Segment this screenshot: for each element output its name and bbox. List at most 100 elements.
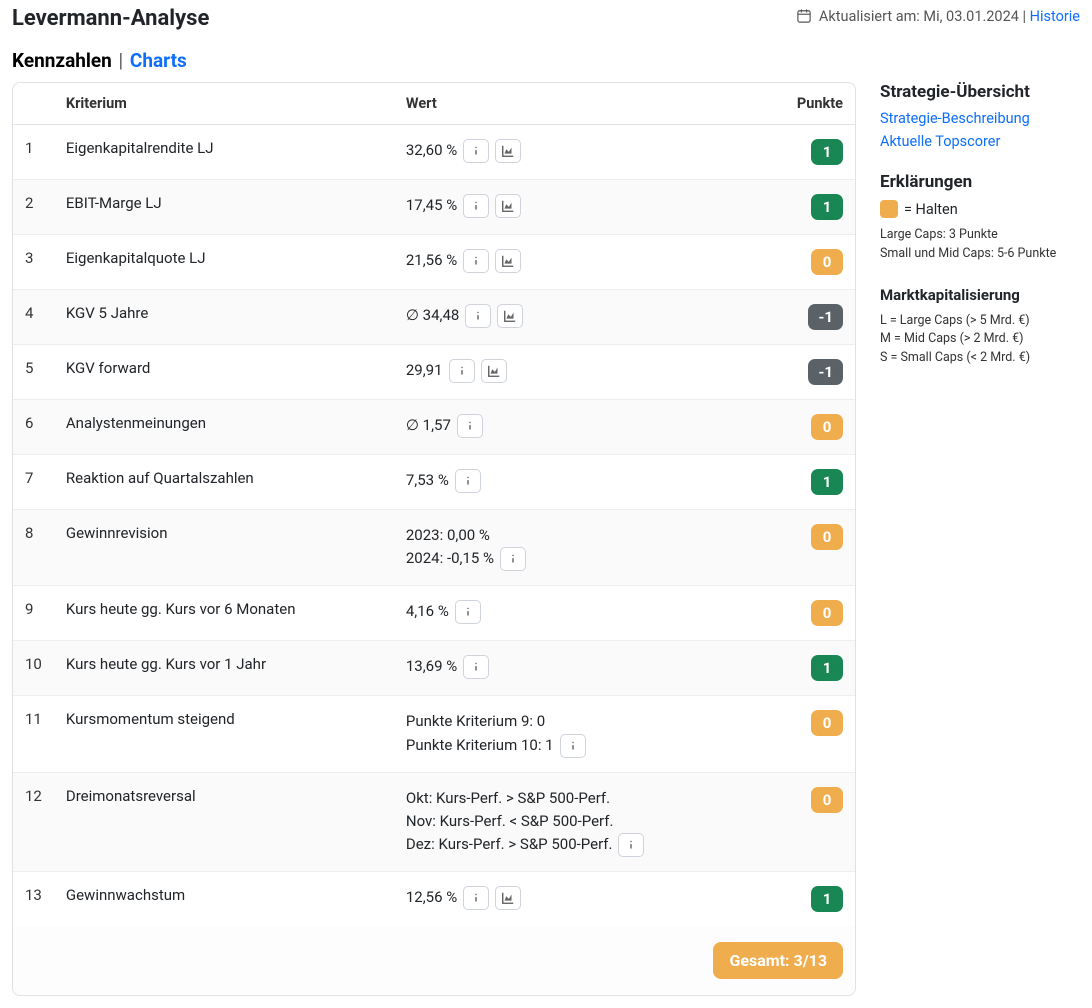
info-icon[interactable]: [463, 194, 489, 218]
hold-label: = Halten: [904, 201, 958, 218]
updated-bar: Aktualisiert am: Mi, 03.01.2024 | Histor…: [797, 8, 1080, 27]
row-value: 4,16 %: [394, 586, 775, 641]
info-icon[interactable]: [463, 139, 489, 163]
updated-text: Aktualisiert am: Mi, 03.01.2024: [819, 8, 1019, 25]
info-icon[interactable]: [457, 414, 483, 438]
points-badge: 0: [811, 414, 843, 440]
link-strategy-desc[interactable]: Strategie-Beschreibung: [880, 110, 1080, 127]
chart-icon[interactable]: [495, 249, 521, 273]
large-caps-note: Large Caps: 3 Punkte: [880, 226, 1080, 245]
tab-charts[interactable]: Charts: [130, 49, 187, 72]
info-icon[interactable]: [618, 833, 644, 857]
info-icon[interactable]: [455, 600, 481, 624]
hold-badge-icon: [880, 200, 898, 218]
row-value: Okt: Kurs-Perf. > S&P 500-Perf.Nov: Kurs…: [394, 772, 775, 872]
table-row: 6Analystenmeinungen ∅ 1,57 0: [13, 400, 855, 455]
info-icon[interactable]: [455, 469, 481, 493]
value-text: 29,91: [406, 361, 443, 379]
table-row: 11Kursmomentum steigendPunkte Kriterium …: [13, 696, 855, 772]
row-value: Punkte Kriterium 9: 0Punkte Kriterium 10…: [394, 696, 775, 772]
link-topscorer[interactable]: Aktuelle Topscorer: [880, 133, 1080, 150]
row-number: 11: [13, 696, 54, 772]
row-number: 12: [13, 772, 54, 872]
mcap-l: L = Large Caps (> 5 Mrd. €): [880, 312, 1080, 331]
info-icon[interactable]: [449, 359, 475, 383]
small-mid-note: Small und Mid Caps: 5-6 Punkte: [880, 245, 1080, 264]
points-badge: 1: [811, 194, 843, 220]
table-row: 3Eigenkapitalquote LJ21,56 %0: [13, 235, 855, 290]
col-punkte: Punkte: [775, 83, 855, 125]
points-badge: -1: [808, 359, 843, 385]
info-icon[interactable]: [463, 655, 489, 679]
points-badge: 0: [811, 524, 843, 550]
value-text: 17,45 %: [406, 196, 457, 214]
points-badge: 1: [811, 655, 843, 681]
row-criterion: EBIT-Marge LJ: [54, 180, 394, 235]
info-icon[interactable]: [463, 249, 489, 273]
chart-icon[interactable]: [497, 304, 523, 328]
value-text: 32,60 %: [406, 141, 457, 159]
value-text: 7,53 %: [406, 471, 449, 489]
points-badge: 1: [811, 139, 843, 165]
row-value: 17,45 %: [394, 180, 775, 235]
row-value: ∅ 34,48: [394, 290, 775, 345]
row-number: 13: [13, 872, 54, 927]
table-row: 8Gewinnrevision2023: 0,00 %2024: -0,15 %…: [13, 510, 855, 586]
mcap-s: S = Small Caps (< 2 Mrd. €): [880, 349, 1080, 368]
row-number: 3: [13, 235, 54, 290]
points-badge: 0: [811, 787, 843, 813]
col-wert: Wert: [394, 83, 775, 125]
points-badge: 0: [811, 249, 843, 275]
chart-icon[interactable]: [495, 139, 521, 163]
row-criterion: KGV 5 Jahre: [54, 290, 394, 345]
row-criterion: Dreimonatsreversal: [54, 772, 394, 872]
row-number: 8: [13, 510, 54, 586]
table-row: 10Kurs heute gg. Kurs vor 1 Jahr13,69 %1: [13, 641, 855, 696]
value-text: ∅ 34,48: [406, 306, 459, 324]
chart-icon[interactable]: [481, 359, 507, 383]
row-value: 2023: 0,00 %2024: -0,15 %: [394, 510, 775, 586]
mcap-m: M = Mid Caps (> 2 Mrd. €): [880, 330, 1080, 349]
table-row: 5KGV forward29,91-1: [13, 345, 855, 400]
row-value: 12,56 %: [394, 872, 775, 927]
row-criterion: Gewinnrevision: [54, 510, 394, 586]
value-text: 2024: -0,15 %: [406, 549, 494, 567]
side-overview-title: Strategie-Übersicht: [880, 82, 1080, 102]
value-text: Okt: Kurs-Perf. > S&P 500-Perf.: [406, 789, 610, 807]
row-number: 5: [13, 345, 54, 400]
value-text: 13,69 %: [406, 657, 457, 675]
chart-icon[interactable]: [495, 886, 521, 910]
row-criterion: Eigenkapitalquote LJ: [54, 235, 394, 290]
points-badge: 0: [811, 710, 843, 736]
calendar-icon: [797, 9, 811, 27]
row-criterion: Reaktion auf Quartalszahlen: [54, 455, 394, 510]
points-badge: 1: [811, 469, 843, 495]
chart-icon[interactable]: [495, 194, 521, 218]
history-link[interactable]: Historie: [1030, 8, 1080, 25]
table-row: 7Reaktion auf Quartalszahlen 7,53 % 1: [13, 455, 855, 510]
row-number: 7: [13, 455, 54, 510]
row-criterion: Kursmomentum steigend: [54, 696, 394, 772]
row-number: 6: [13, 400, 54, 455]
info-icon[interactable]: [500, 547, 526, 571]
info-icon[interactable]: [560, 734, 586, 758]
points-badge: 0: [811, 600, 843, 626]
row-criterion: Analystenmeinungen: [54, 400, 394, 455]
row-value: 29,91: [394, 345, 775, 400]
value-text: 12,56 %: [406, 888, 457, 906]
row-number: 10: [13, 641, 54, 696]
points-badge: 1: [811, 886, 843, 912]
row-criterion: Eigenkapitalrendite LJ: [54, 125, 394, 180]
value-text: ∅ 1,57: [406, 416, 451, 434]
table-row: 13Gewinnwachstum12,56 %1: [13, 872, 855, 927]
value-text: Punkte Kriterium 10: 1: [406, 736, 554, 754]
info-icon[interactable]: [463, 886, 489, 910]
table-row: 9Kurs heute gg. Kurs vor 6 Monaten4,16 %…: [13, 586, 855, 641]
side-mcap-title: Marktkapitalisierung: [880, 286, 1080, 304]
tab-kennzahlen[interactable]: Kennzahlen: [12, 49, 112, 72]
info-icon[interactable]: [465, 304, 491, 328]
row-number: 4: [13, 290, 54, 345]
col-kriterium: Kriterium: [54, 83, 394, 125]
value-text: Dez: Kurs-Perf. > S&P 500-Perf.: [406, 835, 613, 853]
row-value: 7,53 %: [394, 455, 775, 510]
